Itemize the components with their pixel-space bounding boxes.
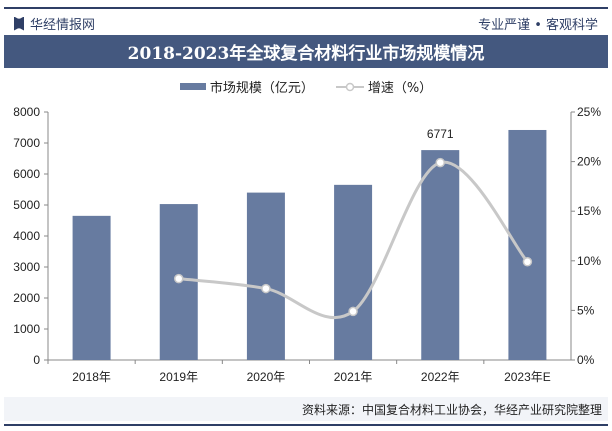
y-tick-label: 1000 <box>13 322 40 336</box>
brand-logo-icon <box>14 16 24 31</box>
data-label: 6771 <box>427 127 454 141</box>
legend-item-line: 增速（%） <box>335 77 433 96</box>
legend-label: 增速（%） <box>367 81 433 96</box>
bar <box>159 204 198 360</box>
y-tick-label: 2000 <box>13 291 40 305</box>
y-tick-label: 0 <box>33 353 40 367</box>
growth-point <box>348 306 358 317</box>
y2-tick-label: 0% <box>577 353 595 367</box>
x-tick-label: 2020年 <box>247 370 286 384</box>
x-tick-label: 2019年 <box>159 370 198 384</box>
brand: 华经情报网 <box>14 14 95 33</box>
bar <box>246 192 285 360</box>
slogan: 专业严谨 • 客观科学 <box>478 18 598 33</box>
legend-item-bar: 市场规模（亿元） <box>179 77 314 96</box>
growth-point <box>261 283 271 294</box>
y2-tick-label: 5% <box>577 303 595 317</box>
x-tick-label: 2023年E <box>504 370 551 384</box>
y-tick-label: 5000 <box>13 198 40 212</box>
y2-tick-label: 25% <box>577 105 601 119</box>
growth-line <box>178 160 529 320</box>
legend-bar-swatch <box>179 83 206 90</box>
growth-point <box>435 157 445 168</box>
x-tick-label: 2022年 <box>421 370 460 384</box>
source-note: 资料来源：中国复合材料工业协会，华经产业研究院整理 <box>4 397 608 421</box>
x-tick-label: 2018年 <box>72 370 111 384</box>
growth-point <box>522 257 533 267</box>
brand-name: 华经情报网 <box>30 18 96 33</box>
y-tick-label: 3000 <box>13 260 40 274</box>
y-tick-label: 8000 <box>13 105 40 119</box>
legend-line-swatch <box>335 82 364 91</box>
y-tick-label: 7000 <box>13 136 40 150</box>
legend: 市场规模（亿元） 增速（%） <box>0 77 612 96</box>
bar <box>334 184 373 360</box>
y2-tick-label: 10% <box>577 254 601 268</box>
x-tick-label: 2021年 <box>334 370 373 384</box>
bar <box>508 129 547 360</box>
y2-tick-label: 15% <box>577 204 601 218</box>
growth-point <box>174 273 184 284</box>
legend-label: 市场规模（亿元） <box>209 81 314 96</box>
y2-tick-label: 20% <box>577 155 601 169</box>
bar <box>421 150 460 360</box>
bar <box>72 215 111 360</box>
y-tick-label: 4000 <box>13 229 40 243</box>
y-tick-label: 6000 <box>13 167 40 181</box>
chart-title: 2018-2023年全球复合材料行业市场规模情况 <box>4 35 608 68</box>
bottom-rule <box>4 424 608 426</box>
top-rule <box>4 7 608 9</box>
